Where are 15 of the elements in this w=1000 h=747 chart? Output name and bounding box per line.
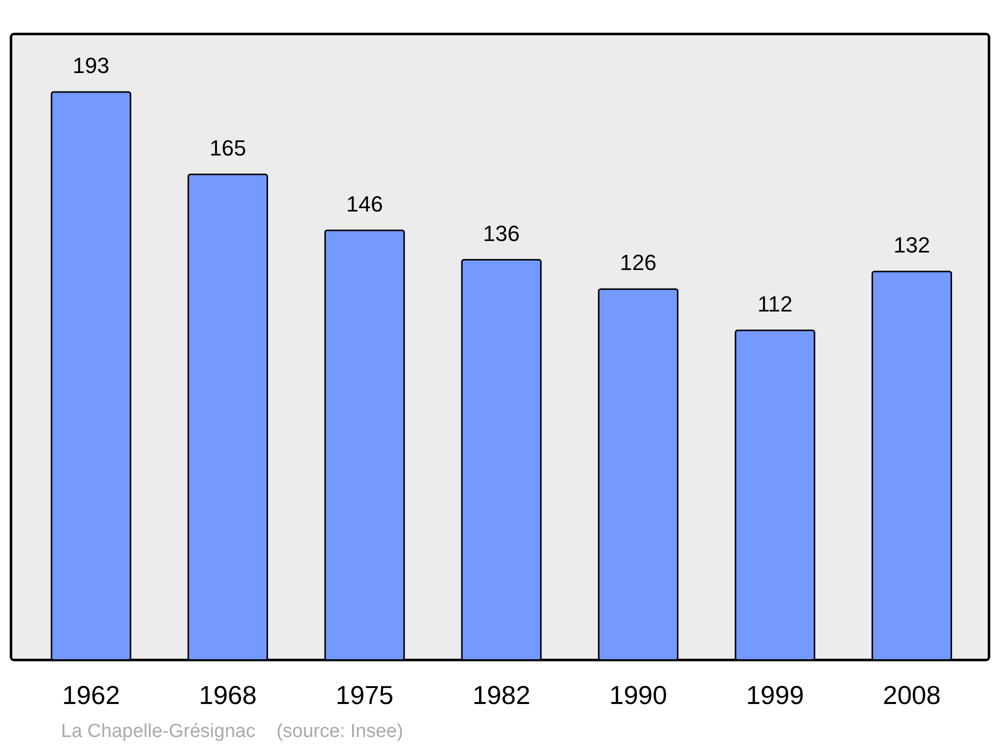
data-label: 146 [346,191,383,216]
x-tick-label: 1962 [62,680,120,710]
x-tick-label: 1982 [472,680,530,710]
x-tick-label: 1975 [336,680,394,710]
x-tick-label: 1990 [609,680,668,710]
data-label: 112 [757,291,793,316]
x-tick-label: 1999 [746,680,804,710]
text: La Chapelle-Grésignac (source: Insee) [61,721,404,742]
x-tick-label: 1968 [198,680,257,710]
data-label: 126 [620,250,657,276]
data-label: 132 [893,232,930,258]
data-label: 136 [483,220,520,246]
data-label: 165 [209,135,246,160]
data-label: 193 [72,53,110,78]
x-tick-label: 2008 [882,680,941,710]
